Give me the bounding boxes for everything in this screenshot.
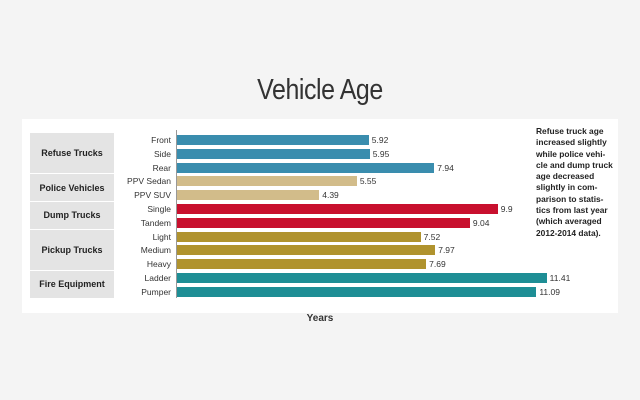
y-axis-line	[176, 130, 177, 298]
bar	[177, 190, 320, 201]
annotation-line: age decreased	[536, 171, 595, 182]
bar	[177, 162, 435, 173]
value-label: 7.69	[429, 259, 446, 270]
category-label: PPV Sedan	[127, 176, 171, 187]
value-label: 5.95	[372, 148, 390, 159]
bar	[177, 245, 436, 256]
category-label: Ladder	[144, 272, 171, 283]
category-label: Single	[147, 203, 171, 214]
bar	[177, 134, 369, 145]
category-label: Heavy	[146, 259, 171, 270]
annotation-line: while police vehi-	[536, 148, 606, 159]
annotation-line: (which averaged	[536, 216, 602, 227]
group-labels: Refuse Trucks Police Vehicles Dump Trucks P…	[30, 133, 114, 299]
annotation-line: Refuse truck age	[536, 126, 604, 136]
bar	[177, 148, 370, 159]
category-label: PPV SUV	[134, 190, 171, 201]
category-label: Rear	[152, 162, 171, 173]
value-label: 7.97	[438, 245, 455, 256]
bar	[177, 286, 537, 297]
chart-title: Vehicle Age	[257, 74, 383, 106]
annotation-note: Refuse truck age increased slightly while …	[536, 126, 620, 239]
group-label: Refuse Trucks	[30, 133, 114, 175]
category-label: Light	[152, 231, 171, 242]
annotation-line: parison to statis-	[536, 193, 604, 204]
category-label: Side	[153, 148, 171, 159]
category-label: Front	[151, 134, 171, 145]
annotation-line: slightly in com-	[536, 182, 598, 193]
bar	[177, 203, 498, 214]
value-label: 9.9	[500, 203, 513, 214]
group-label: Fire Equipment	[30, 271, 114, 299]
x-axis-label: Years	[306, 313, 334, 324]
category-label: Medium	[140, 245, 171, 256]
category-label: Tandem	[140, 217, 171, 228]
value-label: 11.09	[539, 286, 560, 297]
annotation-line: tics from last year	[536, 205, 608, 216]
category-label: Pumper	[141, 286, 171, 297]
annotation-line: cle and dump truck	[536, 159, 613, 170]
bar	[177, 272, 547, 283]
group-label: Dump Trucks	[30, 202, 114, 230]
value-label: 7.94	[437, 162, 454, 173]
bar	[177, 176, 357, 187]
bar	[177, 231, 421, 242]
bar	[177, 259, 427, 270]
value-label: 5.92	[371, 134, 389, 145]
annotation-line: increased slightly	[536, 137, 607, 148]
value-label: 11.41	[549, 272, 571, 283]
group-label: Pickup Trucks	[30, 229, 114, 271]
bar	[177, 217, 470, 228]
value-label: 7.52	[423, 231, 441, 242]
annotation-line: 2012-2014 data).	[536, 227, 601, 238]
group-label: Police Vehicles	[30, 174, 114, 202]
value-label: 9.04	[472, 217, 490, 228]
value-label: 5.55	[359, 176, 377, 187]
value-label: 4.39	[322, 190, 339, 201]
